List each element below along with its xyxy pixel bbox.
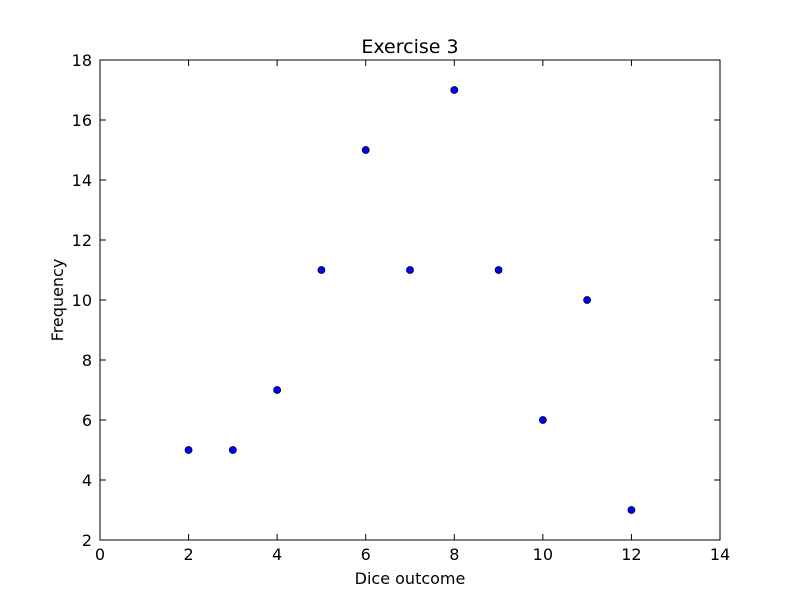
data-point <box>583 296 592 304</box>
y-tick-label: 18 <box>72 51 92 70</box>
y-tick-label: 4 <box>82 471 92 490</box>
data-point <box>627 506 636 514</box>
data-point <box>538 416 547 424</box>
data-point <box>273 386 282 394</box>
y-axis-label: Frequency <box>48 259 67 342</box>
chart-title: Exercise 3 <box>361 36 458 58</box>
y-tick-label: 2 <box>82 531 92 550</box>
y-tick-label: 10 <box>72 291 92 310</box>
data-point <box>406 266 414 274</box>
x-tick-label: 4 <box>272 545 282 564</box>
plot-area-frame <box>99 59 721 541</box>
data-point <box>450 86 459 94</box>
x-tick-label: 6 <box>361 545 371 564</box>
y-tick-label: 16 <box>72 111 92 130</box>
x-axis-label: Dice outcome <box>355 569 466 588</box>
points-layer <box>184 86 636 514</box>
data-point <box>361 146 370 154</box>
data-point <box>228 446 237 454</box>
x-tick-label: 14 <box>710 545 730 564</box>
x-tick-label: 10 <box>533 545 553 564</box>
x-tick-label: 8 <box>449 545 459 564</box>
x-tick-label: 12 <box>621 545 641 564</box>
x-tick-label: 2 <box>183 545 193 564</box>
data-point <box>494 266 503 274</box>
data-point <box>317 266 326 274</box>
x-tick-label: 0 <box>95 545 105 564</box>
y-tick-label: 6 <box>82 411 92 430</box>
data-point <box>184 446 193 454</box>
y-tick-label: 12 <box>72 231 92 250</box>
y-tick-label: 14 <box>72 171 92 190</box>
y-tick-label: 8 <box>82 351 92 370</box>
